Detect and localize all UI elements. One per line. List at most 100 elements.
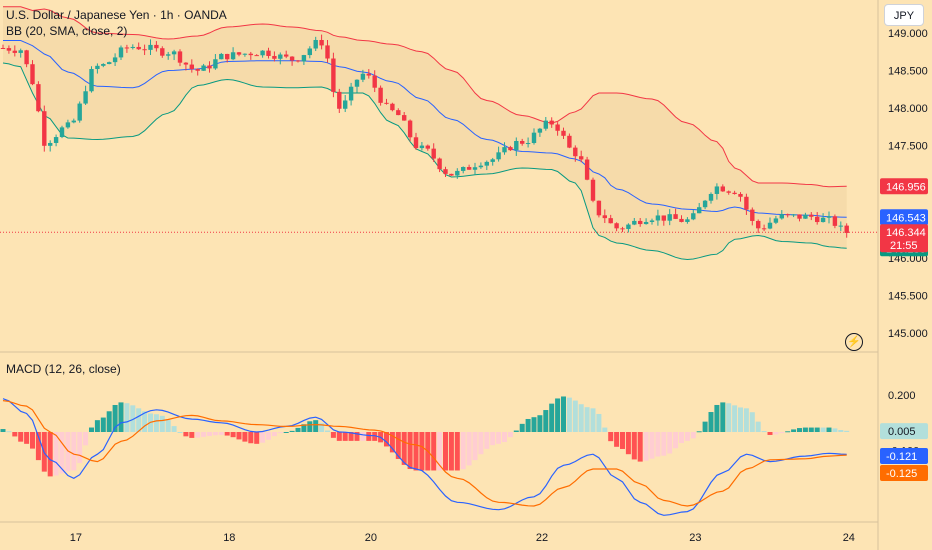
candle: [815, 212, 820, 225]
candle: [189, 59, 194, 73]
candle-body: [649, 220, 655, 222]
countdown-text: 21:55: [890, 240, 918, 252]
candle-body: [171, 51, 177, 55]
candle-body: [24, 50, 29, 65]
candle: [230, 47, 236, 61]
candle: [514, 137, 519, 156]
candle: [337, 88, 342, 113]
macd-value-tag-text: -0.121: [886, 451, 917, 463]
candle-body: [201, 65, 206, 71]
last-price-tag-bg: [880, 224, 928, 253]
histogram-bar: [820, 427, 826, 432]
histogram-bar: [348, 432, 354, 441]
candle-body: [77, 103, 82, 121]
candles: [0, 34, 849, 238]
candle-body: [732, 192, 737, 194]
candle: [779, 210, 784, 220]
candle: [803, 212, 808, 219]
candle-body: [702, 200, 708, 208]
candle: [124, 44, 130, 53]
candle-body: [726, 191, 731, 193]
candle-body: [661, 215, 666, 221]
candle-body: [295, 60, 301, 62]
candle: [590, 177, 596, 203]
candle-body: [756, 220, 761, 229]
candle-body: [596, 200, 602, 216]
candle: [219, 52, 224, 60]
candle-body: [643, 221, 649, 225]
histogram-bar: [631, 432, 637, 460]
candle: [71, 118, 76, 124]
candle-body: [449, 173, 454, 176]
price-tick-label: 148.500: [888, 66, 928, 78]
currency-button[interactable]: JPY: [884, 4, 924, 26]
candle: [708, 192, 714, 204]
candle: [272, 51, 277, 62]
histogram-bar: [0, 429, 6, 432]
candle: [207, 61, 212, 73]
histogram-bar: [94, 420, 100, 432]
time-tick-label: 23: [689, 532, 701, 544]
candle: [490, 157, 495, 166]
candle: [844, 223, 849, 238]
macd-value-tag-bg: [880, 448, 928, 464]
candle-body: [714, 186, 720, 194]
candle-body: [555, 124, 560, 131]
candle: [573, 145, 578, 162]
flash-icon[interactable]: ⚡: [845, 333, 863, 351]
candle: [236, 51, 242, 57]
histogram-bar: [12, 432, 18, 437]
histogram-bar: [419, 432, 425, 471]
candle-body: [118, 47, 124, 58]
candle: [525, 137, 531, 148]
candle: [744, 193, 749, 215]
histogram-bar: [277, 432, 283, 434]
histogram-bar: [260, 432, 266, 443]
bb-indicator-label[interactable]: BB (20, SMA, close, 2): [6, 24, 128, 38]
candle-body: [638, 220, 643, 225]
candle: [413, 132, 419, 150]
candle: [195, 68, 200, 76]
signal-line: [2, 400, 847, 507]
candle: [331, 52, 336, 98]
candle-body: [348, 86, 354, 101]
bb-basis-price-tag: 146.543: [880, 209, 928, 226]
candle: [472, 162, 478, 175]
histogram-bar: [596, 413, 602, 432]
histogram-bar: [83, 432, 89, 446]
candle: [425, 144, 430, 151]
histogram-bar: [625, 432, 631, 455]
candle-body: [372, 75, 377, 88]
candle-body: [396, 110, 401, 116]
candle: [567, 133, 572, 149]
candle: [112, 53, 118, 67]
candle: [738, 192, 743, 202]
candle: [797, 214, 802, 222]
candle-body: [42, 111, 47, 146]
candle: [673, 208, 678, 220]
candle: [649, 218, 655, 225]
candle-body: [502, 147, 507, 153]
histogram-bar: [254, 432, 260, 444]
histogram-bar: [466, 432, 472, 466]
candle: [691, 209, 696, 221]
histogram-bar: [826, 427, 832, 432]
candle-body: [107, 62, 112, 65]
candle-body: [183, 62, 189, 65]
histogram-bar: [738, 407, 743, 432]
macd-indicator-label[interactable]: MACD (12, 26, close): [6, 362, 121, 376]
candle: [24, 49, 29, 68]
histogram-bar: [702, 421, 708, 432]
candle-body: [278, 54, 283, 59]
histogram-bar: [372, 432, 378, 441]
candle-body: [744, 196, 749, 210]
candle: [643, 218, 649, 225]
candle-body: [272, 55, 277, 59]
histogram-bar: [35, 432, 41, 461]
histogram-bar: [490, 432, 496, 446]
candle-body: [608, 218, 613, 224]
candle-body: [614, 223, 619, 229]
candle: [478, 162, 484, 169]
histogram-bar: [360, 432, 366, 441]
